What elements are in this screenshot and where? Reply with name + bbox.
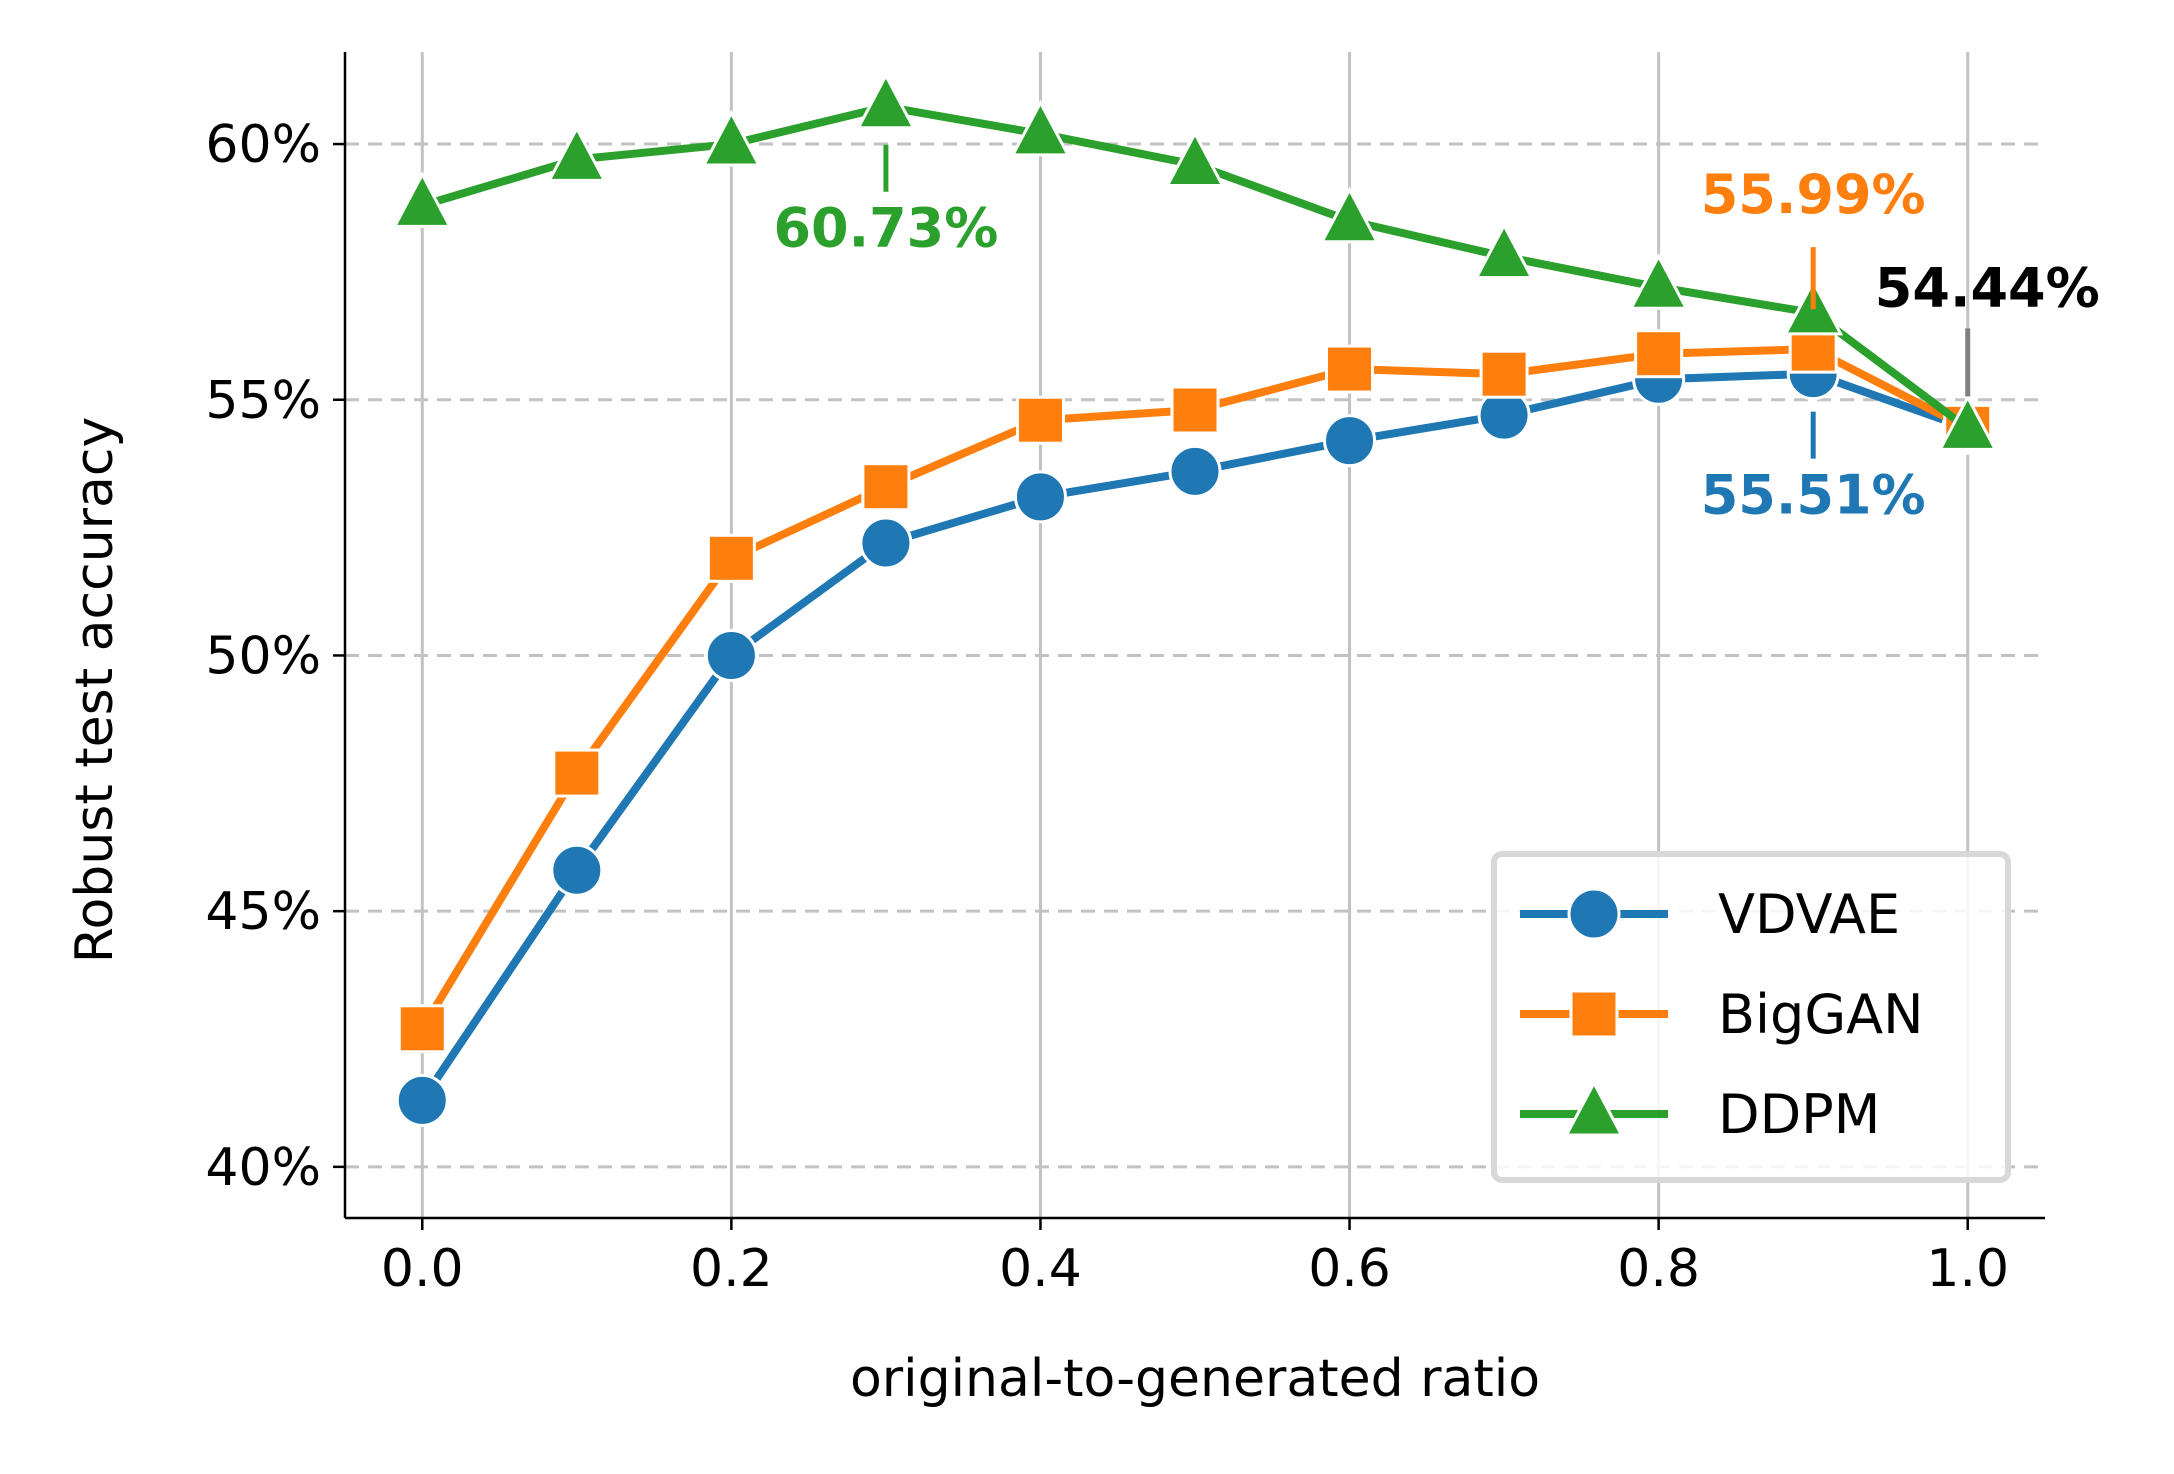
x-tick-label: 0.4: [999, 1239, 1082, 1299]
data-point-biggan: [706, 533, 756, 583]
annotations: 60.73% 55.99% 55.51% 54.44%: [773, 144, 2100, 527]
data-point-vdvae: [550, 843, 604, 897]
x-tick-label: 0.2: [690, 1239, 773, 1299]
annotation: 54.44%: [1875, 256, 2100, 397]
y-tick-label: 55%: [205, 371, 321, 431]
legend-label: DDPM: [1718, 1083, 1880, 1146]
data-point-biggan: [1015, 395, 1065, 445]
axes: [343, 52, 2045, 1220]
data-point-biggan: [1170, 385, 1220, 435]
data-point-vdvae: [859, 516, 913, 570]
annotation-label: 55.99%: [1701, 163, 1926, 226]
annotation-label: 55.51%: [1701, 464, 1926, 527]
series-vdvae: [395, 347, 1995, 1127]
legend-marker: [1569, 989, 1619, 1039]
legend-entry-vdvae: VDVAE: [1520, 883, 1900, 946]
x-tick-label: 1.0: [1926, 1239, 2009, 1299]
legend-marker: [1564, 1079, 1624, 1137]
annotation-label: 60.73%: [773, 197, 998, 260]
y-tick-label: 40%: [205, 1138, 321, 1198]
y-ticks: 40% 45% 50% 55% 60%: [205, 115, 345, 1198]
x-ticks: 0.0 0.2 0.4 0.6 0.8 1.0: [381, 1218, 2009, 1299]
data-point-ddpm: [1628, 253, 1689, 310]
y-tick-label: 45%: [205, 882, 321, 942]
x-axis-label: original-to-generated ratio: [850, 1349, 1540, 1409]
data-point-biggan: [397, 1004, 447, 1054]
y-tick-label: 50%: [205, 626, 321, 686]
legend-entry-ddpm: DDPM: [1520, 1079, 1880, 1146]
data-point-vdvae: [1013, 470, 1067, 524]
legend-label: BigGAN: [1718, 983, 1924, 1046]
annotation: 55.99%: [1701, 163, 1926, 310]
y-tick-label: 60%: [205, 115, 321, 175]
annotation-label: 54.44%: [1875, 256, 2100, 319]
data-point-ddpm: [1010, 99, 1071, 157]
data-point-biggan: [1325, 344, 1375, 394]
data-point-ddpm: [1937, 394, 1998, 451]
data-point-vdvae: [1168, 444, 1222, 498]
data-point-ddpm: [546, 125, 607, 182]
data-point-ddpm: [855, 72, 916, 130]
x-tick-label: 0.0: [381, 1239, 464, 1299]
annotation: 55.51%: [1701, 411, 1926, 527]
data-point-vdvae: [1323, 414, 1377, 468]
legend: VDVAE BigGAN DDPM: [1491, 851, 2011, 1183]
legend-marker: [1567, 887, 1621, 941]
y-axis-label: Robust test accuracy: [65, 417, 125, 964]
series-ddpm: [392, 72, 1998, 451]
series: [392, 72, 1998, 1127]
legend-entry-biggan: BigGAN: [1520, 983, 1924, 1046]
data-point-biggan: [552, 748, 602, 798]
data-point-vdvae: [395, 1073, 449, 1127]
x-tick-label: 0.6: [1308, 1239, 1391, 1299]
data-point-biggan: [1634, 329, 1684, 379]
data-point-ddpm: [1474, 222, 1535, 280]
data-point-ddpm: [1319, 186, 1380, 244]
legend-label: VDVAE: [1718, 883, 1900, 946]
data-point-ddpm: [701, 109, 762, 167]
data-point-biggan: [1479, 349, 1529, 399]
data-point-biggan: [861, 462, 911, 512]
x-tick-label: 0.8: [1617, 1239, 1700, 1299]
data-point-ddpm: [392, 171, 453, 228]
data-point-vdvae: [704, 628, 758, 682]
data-point-ddpm: [1165, 130, 1225, 188]
legend-frame: [1491, 851, 2011, 1183]
annotation: 60.73%: [773, 144, 998, 260]
